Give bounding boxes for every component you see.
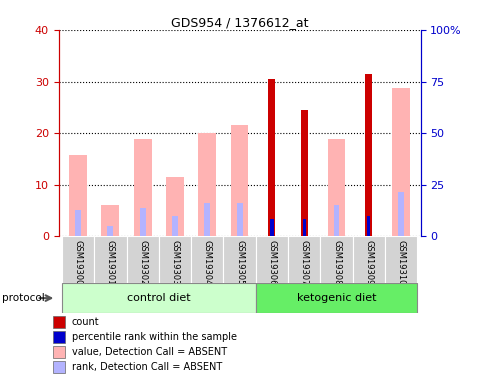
Bar <box>391 88 409 236</box>
Text: GSM19306: GSM19306 <box>267 240 276 285</box>
Bar <box>204 203 210 236</box>
Text: GSM19305: GSM19305 <box>235 240 244 285</box>
Text: GSM19302: GSM19302 <box>138 240 147 285</box>
Bar <box>134 140 151 236</box>
Bar <box>198 133 216 236</box>
Bar <box>287 236 320 283</box>
Bar <box>62 236 94 283</box>
Bar <box>126 236 159 283</box>
Text: GSM19308: GSM19308 <box>331 240 340 285</box>
Text: percentile rank within the sample: percentile rank within the sample <box>72 332 236 342</box>
Text: GSM19301: GSM19301 <box>106 240 115 285</box>
Bar <box>69 155 87 236</box>
Bar <box>327 140 345 236</box>
Text: protocol: protocol <box>2 293 45 303</box>
Bar <box>255 236 287 283</box>
Text: count: count <box>72 317 99 327</box>
Bar <box>352 236 384 283</box>
Text: GSM19310: GSM19310 <box>396 240 405 285</box>
Text: rank, Detection Call = ABSENT: rank, Detection Call = ABSENT <box>72 362 222 372</box>
Bar <box>320 236 352 283</box>
Bar <box>53 361 64 373</box>
Bar <box>159 236 191 283</box>
Text: ketogenic diet: ketogenic diet <box>296 293 376 303</box>
Text: control diet: control diet <box>127 293 190 303</box>
Text: GSM19303: GSM19303 <box>170 240 179 285</box>
Bar <box>302 219 305 236</box>
Bar <box>223 236 255 283</box>
Bar <box>102 206 119 236</box>
Text: GSM19307: GSM19307 <box>299 240 308 285</box>
Bar <box>191 236 223 283</box>
Bar <box>53 331 64 343</box>
Bar <box>255 283 416 313</box>
Bar <box>270 219 273 236</box>
Bar <box>166 177 183 236</box>
Text: GSM19309: GSM19309 <box>364 240 372 285</box>
Text: GSM19300: GSM19300 <box>73 240 82 285</box>
Bar <box>397 192 403 236</box>
Text: GSM19304: GSM19304 <box>203 240 211 285</box>
Bar <box>75 210 81 236</box>
Bar <box>62 283 255 313</box>
Bar <box>268 79 275 236</box>
Bar <box>53 346 64 358</box>
Bar <box>94 236 126 283</box>
Bar <box>236 203 242 236</box>
Bar <box>366 216 370 236</box>
Bar <box>140 208 145 236</box>
Title: GDS954 / 1376612_at: GDS954 / 1376612_at <box>170 16 308 29</box>
Bar <box>230 125 248 236</box>
Bar <box>384 236 416 283</box>
Bar <box>172 216 178 236</box>
Bar <box>107 226 113 236</box>
Bar <box>333 206 339 236</box>
Text: value, Detection Call = ABSENT: value, Detection Call = ABSENT <box>72 347 226 357</box>
Bar <box>365 74 372 236</box>
Bar <box>53 316 64 328</box>
Bar <box>300 110 307 236</box>
